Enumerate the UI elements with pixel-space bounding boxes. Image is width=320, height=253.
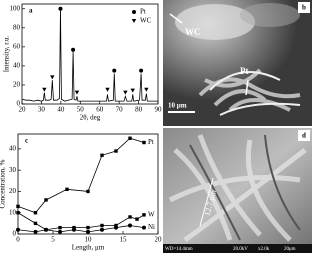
data-point <box>72 225 76 230</box>
data-point <box>144 87 149 92</box>
data-point <box>86 189 90 194</box>
figure: b WC Pt 10 μm d 12.7 μm WD=14.4mm 20.0kV… <box>0 0 312 253</box>
data-point <box>58 6 63 11</box>
y-tick-label: 40 <box>9 145 17 153</box>
x-tick-label: 20 <box>155 236 163 244</box>
data-point <box>16 204 20 209</box>
panel-label: b <box>302 4 306 12</box>
info: 20μm <box>284 247 296 252</box>
data-point <box>128 223 132 228</box>
series-label: Ni <box>148 223 155 231</box>
x-tick-label: 50 <box>77 106 85 114</box>
x-tick-label: 70 <box>116 106 124 114</box>
panel-label: c <box>25 137 28 145</box>
data-point <box>139 68 144 73</box>
data-point <box>114 149 118 153</box>
data-line <box>17 212 145 231</box>
data-point <box>135 217 139 221</box>
x-axis-label: 2θ, deg <box>80 114 101 122</box>
data-point <box>128 136 132 140</box>
annotation: Pt <box>240 66 249 76</box>
data-point <box>100 153 104 157</box>
info: 20.0kV <box>233 247 248 252</box>
data-point <box>42 87 47 92</box>
x-tick-label: 60 <box>96 106 104 114</box>
data-point <box>114 223 118 228</box>
x-tick-label: 5 <box>51 236 55 244</box>
info: x2.0k <box>258 247 270 252</box>
data-point <box>33 211 38 215</box>
x-tick-label: 40 <box>57 106 65 114</box>
x-tick-label: 80 <box>135 106 143 114</box>
legend-label: Pt <box>140 8 146 16</box>
y-tick-label: 60 <box>13 42 21 50</box>
data-point <box>114 225 118 230</box>
annotation: WC <box>185 27 201 37</box>
data-line <box>21 8 158 102</box>
data-point <box>44 227 48 232</box>
data-point <box>105 87 110 92</box>
data-point <box>72 227 76 232</box>
sem-image-d: d 12.7 μm WD=14.4mm 20.0kV x2.0k 20μm <box>163 128 312 253</box>
data-line <box>17 137 145 214</box>
data-point <box>50 75 55 80</box>
y-tick-label: 10 <box>9 208 17 216</box>
y-tick-label: 100 <box>10 4 21 12</box>
x-tick-label: 10 <box>85 236 93 244</box>
data-point <box>128 215 132 219</box>
x-tick-label: 30 <box>38 106 46 114</box>
data-point <box>65 187 69 192</box>
data-line <box>17 225 145 233</box>
data-point <box>100 227 104 232</box>
sem-image-b: b WC Pt 10 μm <box>163 0 312 126</box>
info: WD=14.4mm <box>165 247 193 252</box>
scale-bar-label: 10 μm <box>168 102 187 110</box>
data-point <box>100 223 104 228</box>
y-tick-label: 20 <box>9 187 17 195</box>
data-point <box>86 229 90 234</box>
panel-label: a <box>29 7 33 15</box>
x-axis-label: Length, μm <box>72 244 105 252</box>
data-point <box>58 225 62 230</box>
y-tick-label: 20 <box>13 81 21 89</box>
plot-frame <box>21 3 159 105</box>
data-point <box>16 227 20 232</box>
panel-label: d <box>302 132 306 140</box>
y-axis-label: Concentration, % <box>0 159 7 208</box>
data-point <box>44 198 48 202</box>
series-label: W <box>148 210 155 218</box>
legend-symbol <box>131 19 137 23</box>
data-point <box>86 225 90 230</box>
x-tick-label: 0 <box>16 236 20 244</box>
x-tick-label: 90 <box>155 106 163 114</box>
data-point <box>123 90 128 95</box>
y-tick-label: 0 <box>13 230 17 238</box>
y-axis-label: Intensity, r.u. <box>3 36 11 73</box>
data-point <box>58 229 62 234</box>
data-point <box>33 229 38 234</box>
data-point <box>142 213 146 217</box>
data-point <box>142 225 146 230</box>
y-tick-label: 40 <box>13 62 21 70</box>
y-tick-label: 0 <box>17 100 21 108</box>
data-point <box>142 140 146 145</box>
x-tick-label: 15 <box>120 236 128 244</box>
data-point <box>112 68 117 73</box>
data-point <box>16 211 20 215</box>
legend-label: WC <box>140 17 152 25</box>
y-tick-label: 30 <box>9 166 17 174</box>
series-label: Pt <box>148 138 154 146</box>
data-point <box>71 47 76 52</box>
data-point <box>74 90 80 95</box>
data-point <box>33 221 38 226</box>
legend-symbol <box>132 10 136 14</box>
x-tick-label: 20 <box>19 106 27 114</box>
y-tick-label: 80 <box>13 23 21 31</box>
data-point <box>130 88 135 93</box>
